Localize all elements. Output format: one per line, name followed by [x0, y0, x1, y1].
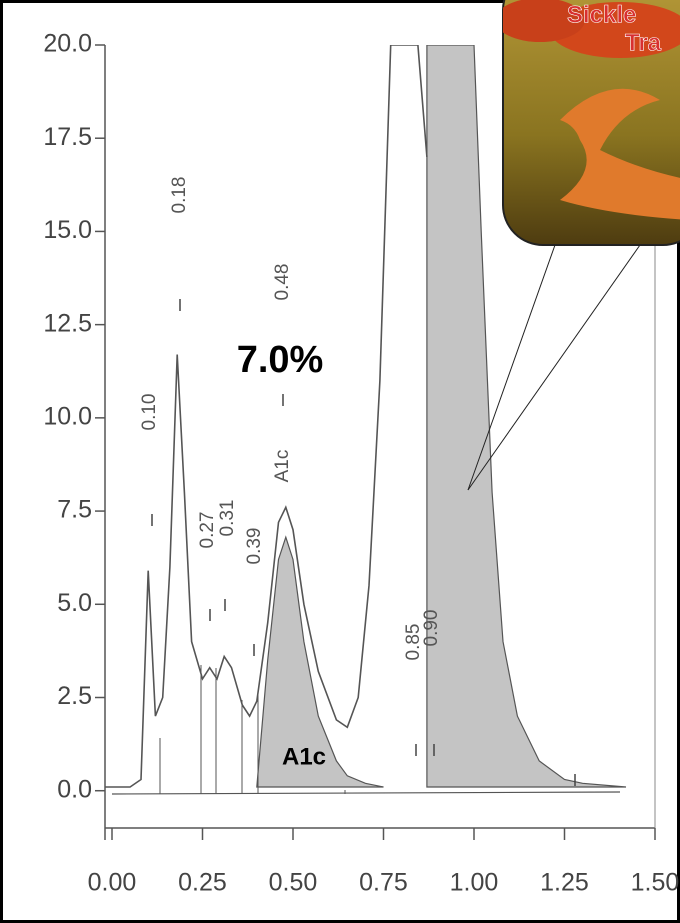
annotation: A1c: [282, 743, 326, 770]
y-tick-label: 10.0: [43, 402, 92, 430]
y-tick-label: 0.0: [57, 775, 92, 803]
peak-label: 0.48: [272, 264, 293, 301]
peak-label: 0.31: [217, 500, 238, 537]
inset-title: Tra: [625, 29, 662, 56]
y-tick-label: 12.5: [43, 309, 92, 337]
peak-label: 0.10: [139, 394, 160, 431]
peak-label: A1c: [272, 450, 293, 483]
inset-title: Sickle: [567, 1, 636, 28]
baseline: [112, 792, 620, 794]
peak-label: 0.18: [169, 177, 190, 214]
peak-label: 0.90: [421, 610, 442, 647]
x-tick-label: 1.25: [540, 869, 589, 897]
callout-line: [468, 245, 640, 490]
x-tick-label: 1.00: [450, 869, 499, 897]
x-tick-label: 0.00: [88, 869, 137, 897]
x-tick-label: 0.50: [269, 869, 318, 897]
chart: Sickle Tra 7.0% A1c 0.0 2.5 5.0 7.5 10.0 12.5…: [0, 0, 680, 923]
y-tick-label: 7.5: [57, 496, 92, 524]
inset-photo: Sickle Tra: [495, 0, 680, 245]
peak-label: 0.27: [197, 512, 218, 549]
peak-label: 0.39: [244, 528, 265, 565]
x-tick-label: 0.75: [359, 869, 408, 897]
y-tick-label: 20.0: [43, 30, 92, 58]
y-tick-label: 2.5: [57, 682, 92, 710]
y-tick-label: 17.5: [43, 123, 92, 151]
x-tick-label: 1.50: [631, 869, 680, 897]
annotation: 7.0%: [237, 339, 324, 381]
x-tick-label: 0.25: [178, 869, 227, 897]
y-tick-label: 5.0: [57, 589, 92, 617]
y-tick-label: 15.0: [43, 216, 92, 244]
